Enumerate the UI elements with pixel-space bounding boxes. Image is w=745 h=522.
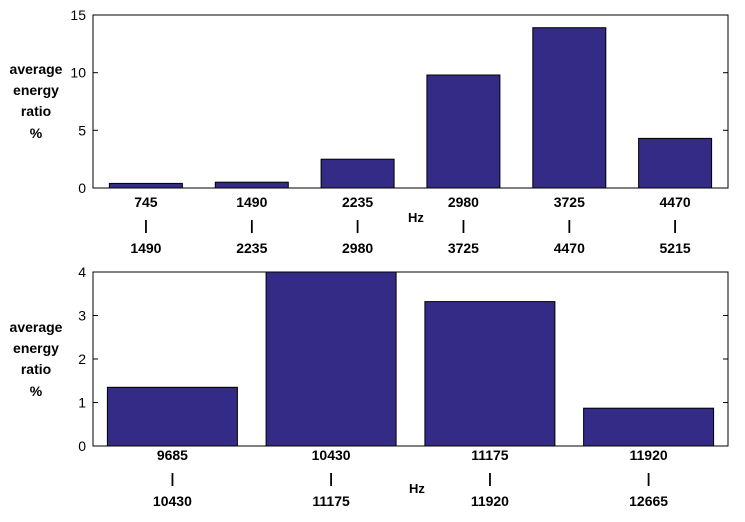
bottom-xcat-high: 12665 bbox=[629, 493, 668, 509]
bottom-xcat-sep: | bbox=[647, 470, 651, 486]
bottom-xcat-4: 11920 | 12665 bbox=[629, 447, 668, 509]
bottom-xcat-low: 11920 bbox=[630, 447, 668, 463]
top-bar-4 bbox=[426, 74, 501, 189]
top-bars bbox=[108, 27, 713, 189]
top-xcat-3: 2235 | 2980 bbox=[342, 194, 373, 256]
bottom-xcat-1: 9685 | 10430 bbox=[153, 447, 192, 509]
top-xcat-high: 4470 bbox=[554, 240, 585, 256]
bottom-ytick-label: 3 bbox=[78, 308, 86, 324]
top-ylabel-line: average bbox=[10, 61, 63, 77]
bottom-bar-3 bbox=[424, 301, 556, 447]
bottom-xcat-sep: | bbox=[329, 470, 333, 486]
top-xcat-5: 3725 | 4470 bbox=[554, 194, 585, 256]
bottom-ylabel-line: average bbox=[10, 319, 63, 335]
bottom-xcat-low: 11175 bbox=[471, 447, 509, 463]
bottom-ytick-label: 2 bbox=[78, 351, 86, 367]
bottom-xcategories: 9685 | 10430 10430 | 11175 11175 | 11920… bbox=[153, 447, 668, 509]
bottom-ylabel-line: % bbox=[30, 383, 43, 399]
top-plot-frame bbox=[92, 14, 729, 189]
top-xcat-high: 1490 bbox=[130, 240, 161, 256]
top-xcat-low: 2980 bbox=[448, 194, 479, 210]
top-chart: average energy ratio % 0 5 10 15 745 | 1… bbox=[10, 7, 729, 256]
bottom-ylabel: average energy ratio % bbox=[10, 319, 63, 399]
bottom-xcat-high: 11175 bbox=[312, 493, 350, 509]
bottom-xcat-high: 10430 bbox=[153, 493, 192, 509]
top-xcat-sep: | bbox=[356, 217, 360, 233]
top-ylabel-line: energy bbox=[13, 82, 59, 98]
top-bar-3 bbox=[320, 158, 395, 189]
top-xcat-low: 4470 bbox=[660, 194, 691, 210]
top-xcat-sep: | bbox=[673, 217, 677, 233]
top-xcat-high: 2980 bbox=[342, 240, 373, 256]
top-xcat-low: 745 bbox=[134, 194, 158, 210]
top-xcat-high: 2235 bbox=[236, 240, 267, 256]
top-xcategories: 745 | 1490 1490 | 2235 2235 | 2980 2980 … bbox=[130, 194, 691, 256]
top-xcat-low: 2235 bbox=[342, 194, 373, 210]
bottom-bar-4 bbox=[583, 407, 715, 447]
top-ylabel-line: ratio bbox=[21, 103, 51, 119]
top-yticks: 0 5 10 15 bbox=[70, 7, 86, 196]
top-bar-6 bbox=[638, 137, 713, 189]
bottom-yticks: 0 1 2 3 4 bbox=[78, 264, 86, 454]
bottom-bar-1 bbox=[106, 386, 238, 447]
bottom-xcat-low: 10430 bbox=[312, 447, 351, 463]
top-xcat-6: 4470 | 5215 bbox=[660, 194, 691, 256]
bottom-ytick-label: 1 bbox=[78, 395, 86, 411]
top-ytick-label: 15 bbox=[70, 7, 86, 23]
bottom-bars bbox=[106, 271, 715, 447]
bottom-xcat-sep: | bbox=[170, 470, 174, 486]
bottom-xcat-high: 11920 bbox=[471, 493, 509, 509]
bottom-bar-2 bbox=[265, 271, 397, 447]
bottom-ylabel-line: ratio bbox=[21, 361, 51, 377]
bottom-xcat-2: 10430 | 11175 bbox=[312, 447, 351, 509]
top-xcat-high: 3725 bbox=[448, 240, 479, 256]
top-xcat-4: 2980 | 3725 bbox=[448, 194, 479, 256]
bottom-xcat-low: 9685 bbox=[157, 447, 188, 463]
top-xcat-sep: | bbox=[250, 217, 254, 233]
top-ylabel-line: % bbox=[30, 125, 43, 141]
top-xcat-high: 5215 bbox=[660, 240, 691, 256]
bottom-xlabel: Hz bbox=[409, 481, 425, 496]
top-xcat-sep: | bbox=[144, 217, 148, 233]
top-xcat-1: 745 | 1490 bbox=[130, 194, 161, 256]
top-xcat-2: 1490 | 2235 bbox=[236, 194, 267, 256]
bottom-xcat-sep: | bbox=[488, 470, 492, 486]
top-xcat-sep: | bbox=[461, 217, 465, 233]
top-bar-5 bbox=[532, 27, 607, 189]
top-xcat-low: 1490 bbox=[236, 194, 267, 210]
bottom-ytick-label: 0 bbox=[78, 438, 86, 454]
top-bar-2 bbox=[214, 181, 289, 189]
top-ytick-label: 10 bbox=[70, 65, 86, 81]
top-ytick-label: 5 bbox=[78, 122, 86, 138]
bottom-ytick-label: 4 bbox=[78, 264, 86, 280]
top-xcat-sep: | bbox=[567, 217, 571, 233]
top-xcat-low: 3725 bbox=[554, 194, 585, 210]
top-xlabel: Hz bbox=[408, 210, 424, 225]
bottom-chart: average energy ratio % 0 1 2 3 4 9685 | … bbox=[10, 264, 729, 509]
top-ylabel: average energy ratio % bbox=[10, 61, 63, 141]
bottom-xcat-3: 11175 | 11920 bbox=[471, 447, 509, 509]
bottom-ylabel-line: energy bbox=[13, 340, 59, 356]
top-bar-1 bbox=[108, 182, 183, 189]
top-ytick-label: 0 bbox=[78, 180, 86, 196]
